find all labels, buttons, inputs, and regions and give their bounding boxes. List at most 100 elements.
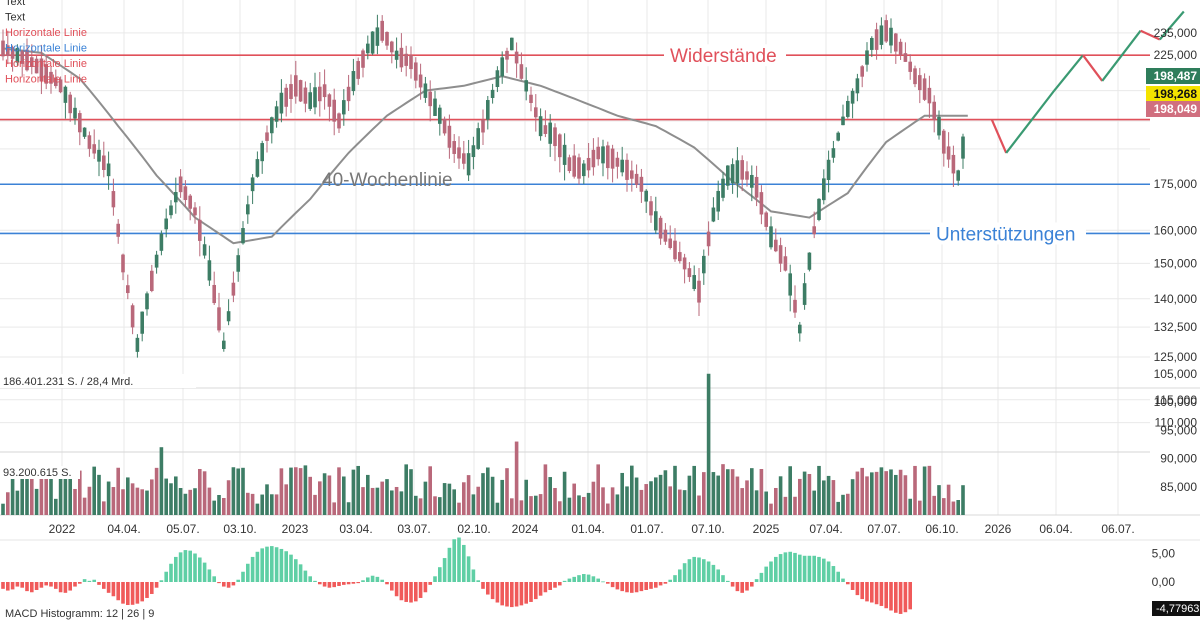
- time-tick-label: 03.07.: [397, 522, 430, 536]
- macd-bar: [159, 580, 164, 582]
- macd-bar: [399, 582, 404, 601]
- macd-bar: [644, 582, 648, 590]
- volume-bar: [212, 500, 216, 515]
- volume-tick-label: 95,000: [1160, 423, 1197, 437]
- macd-bar: [543, 582, 548, 593]
- candle-body: [121, 254, 125, 273]
- candle-body: [399, 47, 404, 68]
- volume-bar: [409, 469, 413, 515]
- candle-body: [610, 148, 615, 169]
- time-tick-label: 04.04.: [107, 522, 140, 536]
- volume-bar: [351, 469, 356, 515]
- time-tick-label: 2026: [985, 522, 1012, 536]
- candle-body: [58, 79, 63, 93]
- macd-bar: [582, 574, 586, 582]
- volume-bar: [841, 494, 845, 515]
- volume-bar: [462, 482, 466, 515]
- macd-bar: [774, 556, 778, 582]
- volume-bar: [20, 473, 24, 515]
- volume-bar: [1, 503, 5, 515]
- volume-bar: [759, 468, 764, 515]
- volume-bar: [394, 486, 399, 515]
- macd-bar: [788, 551, 792, 582]
- macd-bar: [481, 582, 485, 589]
- macd-bar: [870, 582, 874, 603]
- candle-body: [798, 324, 802, 334]
- candle-body: [898, 41, 903, 56]
- volume-bar: [649, 481, 653, 515]
- macd-tick-label: 5,00: [1152, 547, 1176, 561]
- macd-bar: [606, 582, 610, 584]
- candle-body: [639, 176, 644, 192]
- volume-bar: [956, 500, 960, 515]
- legend-entry: Horizontale Linie: [5, 58, 87, 70]
- time-tick-label: 02.10.: [457, 522, 490, 536]
- candle-body: [265, 132, 269, 141]
- candle-body: [673, 240, 677, 260]
- price-tick-label: 110,000: [1155, 416, 1198, 430]
- volume-bar: [193, 488, 197, 515]
- candle-body: [452, 141, 456, 154]
- macd-bar: [495, 582, 500, 603]
- macd-bar: [558, 582, 562, 586]
- candle-body: [870, 38, 874, 50]
- macd-bar: [351, 582, 356, 584]
- candle-body: [73, 107, 77, 119]
- volume-bar: [630, 465, 634, 515]
- macd-bar: [63, 582, 68, 593]
- volume-bar: [466, 475, 471, 515]
- volume-bar: [44, 476, 48, 515]
- candle-body: [572, 155, 576, 177]
- candle-body: [697, 280, 701, 303]
- volume-bar: [519, 500, 524, 515]
- macd-bar: [601, 581, 605, 583]
- time-tick-label: 06.10.: [925, 522, 958, 536]
- candle-body: [582, 163, 586, 177]
- candle-body: [913, 68, 917, 85]
- volume-bar: [750, 468, 754, 515]
- candle-body: [332, 99, 336, 122]
- candle-body: [793, 299, 797, 313]
- volume-bar: [284, 484, 288, 515]
- candle-body: [30, 57, 34, 67]
- candle-body: [606, 145, 610, 169]
- macd-bar: [54, 582, 58, 589]
- macd-bar: [442, 558, 447, 582]
- candle-body: [687, 268, 692, 278]
- volume-bar: [793, 496, 797, 515]
- macd-bar: [390, 582, 394, 591]
- volume-tick-label: 85,000: [1160, 480, 1197, 494]
- volume-bar: [846, 493, 850, 515]
- candle-body: [538, 116, 543, 137]
- candle-body: [678, 252, 682, 262]
- volume-bar: [510, 498, 514, 515]
- volume-bar: [610, 487, 615, 515]
- macd-bar: [82, 579, 87, 582]
- macd-label: MACD Histogramm: 12 | 26 | 9: [5, 608, 154, 620]
- candle-body: [495, 70, 500, 88]
- resistance-label: Widerstände: [670, 46, 777, 67]
- volume-bar: [169, 483, 173, 515]
- candle-body: [178, 176, 183, 193]
- price-badge-text: 198,487: [1154, 69, 1198, 83]
- projection-segment: [1005, 89, 1056, 154]
- macd-bar: [150, 582, 154, 594]
- volume-bar: [303, 465, 308, 515]
- volume-bar: [159, 447, 164, 515]
- candle-body: [327, 94, 332, 107]
- candle-body: [735, 160, 740, 184]
- candle-body: [438, 107, 442, 124]
- candle-body: [337, 113, 341, 129]
- volume-bar: [260, 494, 264, 515]
- macd-value-text: -4,77963: [1156, 603, 1199, 615]
- price-tick-label: 132,500: [1154, 320, 1198, 334]
- volume-bar: [289, 467, 293, 515]
- candle-body: [524, 80, 528, 92]
- candle-body: [802, 283, 807, 305]
- volume-bar: [865, 476, 869, 515]
- macd-bar: [697, 557, 701, 582]
- volume-bar: [438, 497, 442, 515]
- candle-body: [577, 157, 581, 179]
- volume-bar: [452, 489, 456, 515]
- candle-body: [558, 134, 562, 158]
